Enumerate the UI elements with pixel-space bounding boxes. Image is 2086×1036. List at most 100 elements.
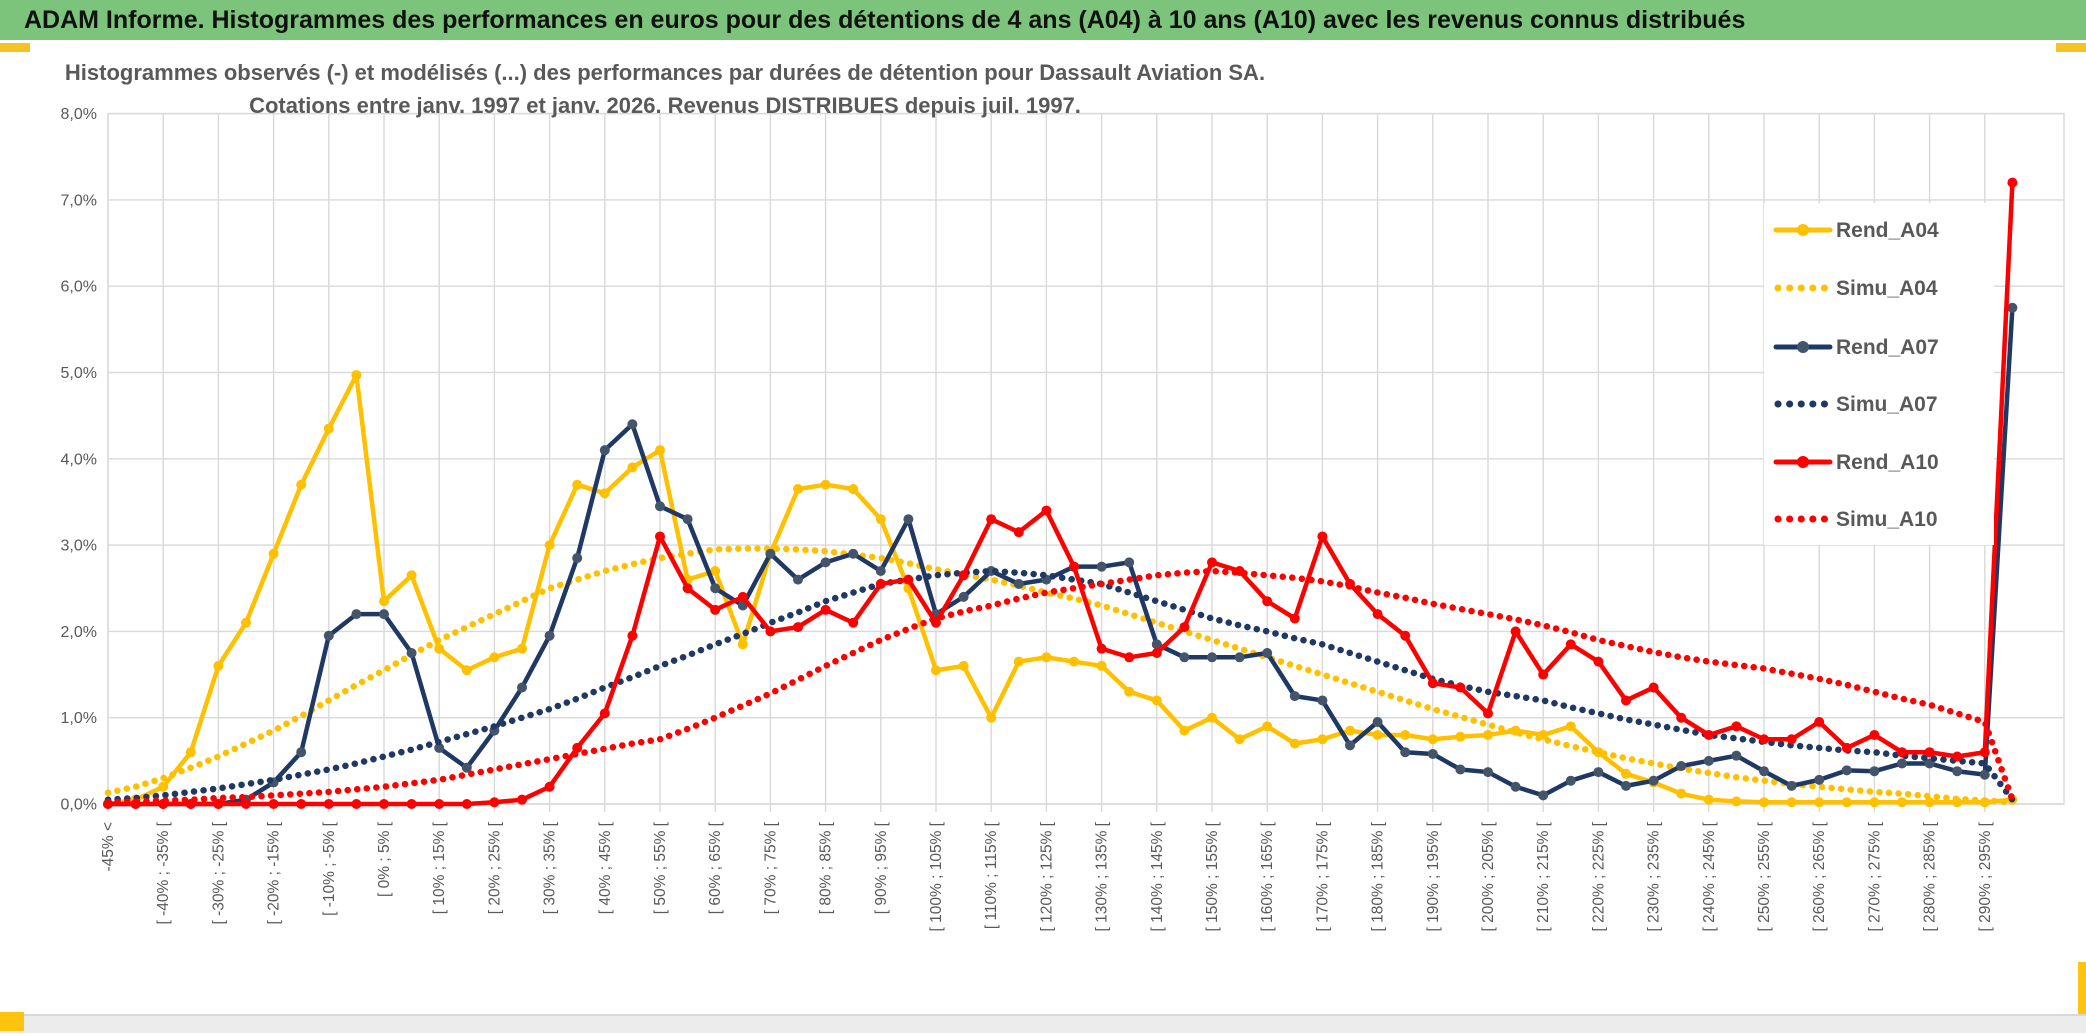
series-marker-Rend_A07	[1593, 767, 1604, 778]
series-marker-Rend_A04	[461, 665, 472, 676]
series-marker-Rend_A10	[682, 583, 693, 594]
series-marker-Rend_A04	[351, 370, 362, 381]
chart-title-line1: Histogrammes observés (-) et modélisés (…	[64, 60, 1266, 85]
series-marker-Rend_A10	[1124, 652, 1135, 663]
legend-label-Simu_A04[interactable]: Simu_A04	[1836, 277, 1938, 300]
series-marker-Rend_A10	[1703, 729, 1714, 740]
series-marker-Rend_A10	[1648, 682, 1659, 693]
series-marker-Rend_A10	[903, 574, 914, 585]
series-line-Rend_A10	[105, 180, 2015, 807]
y-axis-label: 0,0%	[61, 797, 97, 814]
x-axis-label: -45% <	[100, 822, 117, 872]
series-marker-Rend_A07	[1207, 652, 1217, 663]
y-axis-label: 5,0%	[61, 365, 97, 382]
series-marker-Rend_A10	[1013, 527, 1024, 538]
series-marker-Rend_A10	[572, 742, 583, 753]
series-marker-Rend_A07	[1676, 761, 1687, 772]
series-marker-Rend_A04	[1786, 797, 1797, 808]
series-marker-Rend_A04	[1151, 695, 1162, 706]
series-marker-Rend_A04	[1731, 796, 1742, 807]
series-marker-Rend_A04	[931, 665, 941, 676]
series-marker-Rend_A04	[1041, 652, 1052, 663]
series-marker-Rend_A10	[268, 799, 279, 809]
x-axis-label: [ 0% ; 5% [	[376, 821, 393, 897]
series-marker-Rend_A04	[1207, 712, 1217, 723]
series-marker-Rend_A04	[1262, 721, 1273, 732]
series-marker-Rend_A10	[1621, 695, 1631, 706]
series-marker-Rend_A07	[1979, 769, 1990, 780]
series-marker-Rend_A04	[1069, 656, 1079, 667]
y-axis-label: 7,0%	[61, 192, 97, 209]
series-marker-Rend_A07	[1151, 639, 1162, 650]
bottom-left-accent	[0, 1012, 24, 1031]
series-marker-Rend_A07	[2007, 302, 2018, 313]
series-marker-Rend_A04	[655, 445, 665, 456]
series-marker-Rend_A10	[1814, 717, 1825, 728]
series-marker-Rend_A04	[1621, 768, 1631, 779]
series-marker-Rend_A10	[1096, 643, 1107, 654]
series-marker-Rend_A07	[296, 747, 307, 758]
series-marker-Rend_A07	[1703, 755, 1714, 766]
series-marker-Rend_A07	[682, 514, 693, 525]
series-marker-Rend_A07	[1427, 748, 1438, 759]
series-marker-Rend_A07	[765, 548, 776, 559]
x-axis-label: [ 30% ; 35% [	[542, 821, 559, 914]
x-axis-label: [ 140% ; 145% [	[1149, 821, 1166, 931]
y-axis-label: 8,0%	[61, 106, 97, 123]
series-marker-Rend_A10	[1427, 678, 1438, 689]
series-marker-Rend_A10	[710, 604, 721, 615]
series-marker-Rend_A04	[1759, 797, 1769, 808]
legend-label-Rend_A10[interactable]: Rend_A10	[1836, 451, 1939, 474]
series-marker-Rend_A10	[544, 781, 555, 792]
series-marker-Rend_A10	[1565, 639, 1576, 650]
x-axis-label: [ 100% ; 105% [	[928, 821, 945, 931]
series-marker-Rend_A07	[406, 647, 417, 658]
series-line-Rend_A07	[105, 305, 2015, 807]
series-marker-Rend_A10	[848, 617, 859, 628]
series-marker-Rend_A04	[1869, 797, 1880, 808]
series-marker-Rend_A10	[1538, 669, 1549, 680]
series-marker-Rend_A10	[1759, 734, 1769, 745]
series-marker-Rend_A07	[710, 583, 721, 594]
series-marker-Rend_A04	[1124, 686, 1135, 697]
x-axis-label: [ 10% ; 15% [	[431, 821, 448, 914]
series-marker-Rend_A07	[1897, 758, 1907, 769]
series-marker-Rend_A04	[489, 652, 500, 663]
series-marker-Rend_A04	[793, 484, 803, 495]
series-marker-Rend_A10	[1676, 712, 1687, 723]
x-axis-label: [ 240% ; 245% [	[1701, 821, 1718, 931]
window-title-bar: ADAM Informe. Histogrammes des performan…	[0, 0, 2086, 40]
series-marker-Rend_A04	[710, 565, 721, 576]
series-marker-Rend_A10	[489, 797, 500, 808]
series-marker-Rend_A07	[517, 682, 527, 693]
series-marker-Rend_A10	[1924, 747, 1935, 758]
series-marker-Rend_A07	[875, 565, 886, 576]
series-marker-Rend_A10	[765, 626, 776, 637]
x-axis-label: [ 50% ; 55% [	[652, 821, 669, 914]
series-line-Simu_A07	[104, 567, 2016, 803]
series-marker-Rend_A10	[1593, 656, 1604, 667]
series-marker-Rend_A04	[986, 712, 997, 723]
legend-label-Rend_A04[interactable]: Rend_A04	[1836, 219, 1939, 242]
series-marker-Rend_A10	[1400, 630, 1411, 641]
x-axis-label: [ -40% ; -35% [	[155, 821, 172, 924]
x-axis-label: [ 180% ; 185% [	[1370, 821, 1387, 931]
legend-label-Simu_A10[interactable]: Simu_A10	[1836, 508, 1938, 531]
series-marker-Rend_A07	[1372, 717, 1383, 728]
x-axis-label: [ 90% ; 95% [	[873, 821, 890, 914]
left-accent-dash	[0, 43, 30, 52]
legend-label-Rend_A07[interactable]: Rend_A07	[1836, 336, 1939, 359]
y-axis-label: 1,0%	[61, 710, 97, 727]
series-marker-Rend_A10	[627, 630, 638, 641]
series-marker-Rend_A07	[1096, 561, 1107, 572]
series-marker-Rend_A10	[793, 622, 803, 633]
y-axis-label: 3,0%	[61, 538, 97, 555]
series-marker-Rend_A07	[323, 630, 334, 641]
series-marker-Rend_A10	[461, 799, 472, 809]
series-marker-Rend_A07	[461, 762, 472, 773]
x-axis-label: [ 250% ; 255% [	[1756, 821, 1773, 931]
legend-label-Simu_A07[interactable]: Simu_A07	[1836, 393, 1938, 416]
series-marker-Rend_A07	[1317, 695, 1328, 706]
series-marker-Rend_A04	[323, 423, 334, 434]
series-marker-Rend_A04	[379, 596, 389, 607]
